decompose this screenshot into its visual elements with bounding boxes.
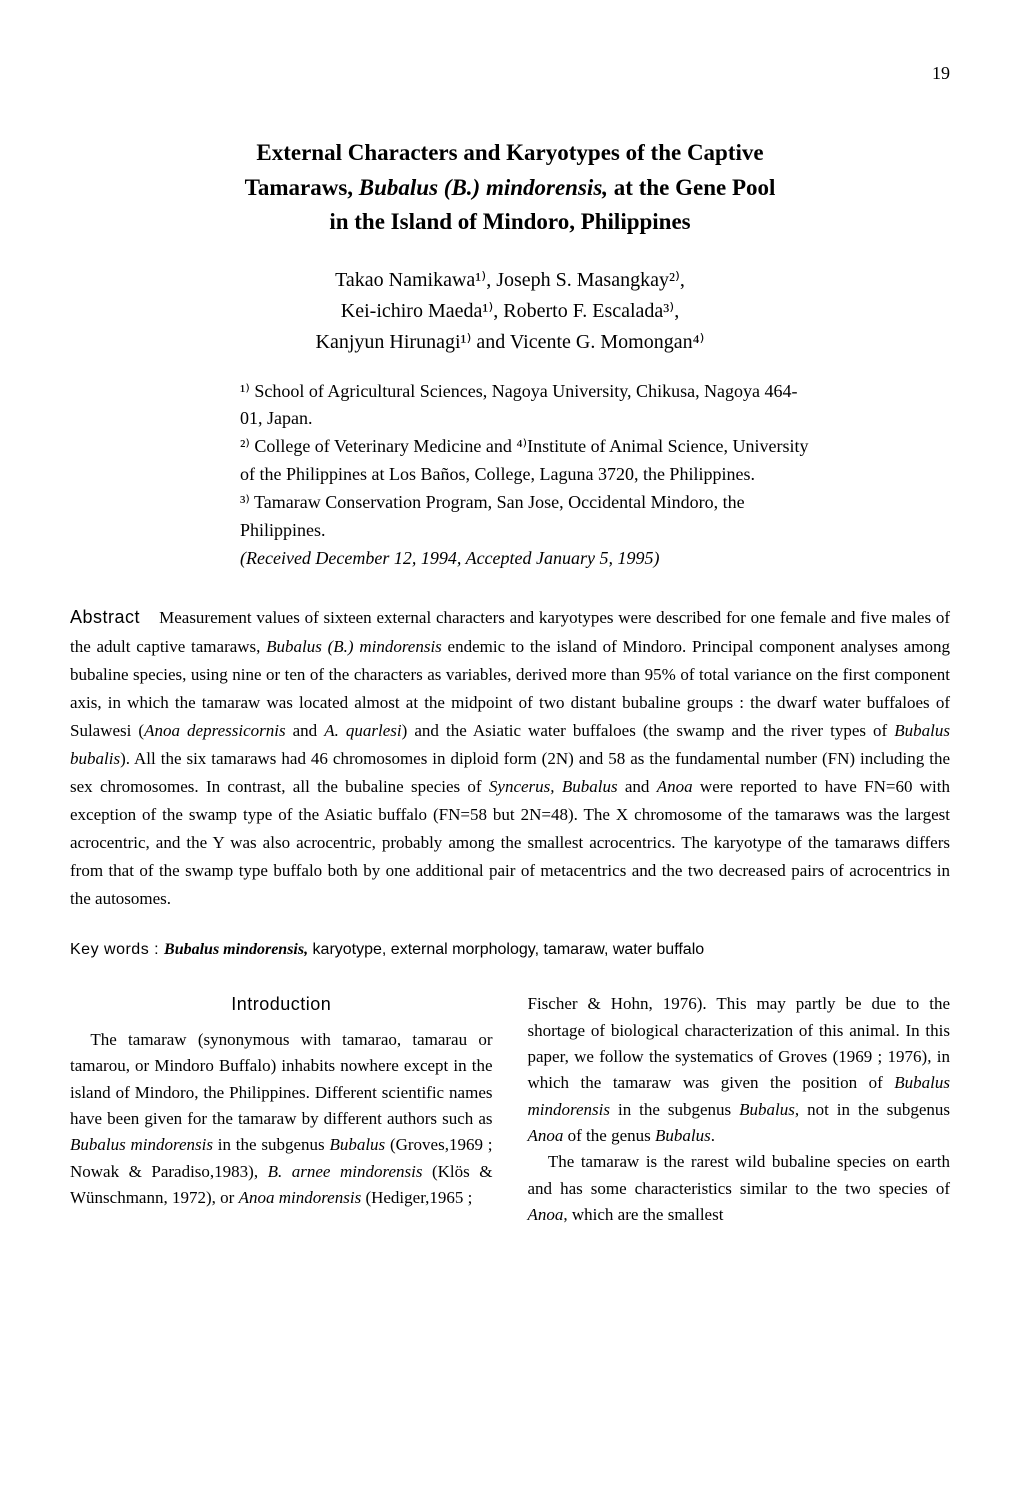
authors-block: Takao Namikawa¹⁾, Joseph S. Masangkay²⁾,…: [170, 265, 850, 358]
title-line2-post: at the Gene Pool: [608, 175, 775, 200]
cl-t2: in the subgenus: [213, 1135, 329, 1154]
received-date: (Received December 12, 1994, Accepted Ja…: [240, 545, 820, 573]
title-line1: External Characters and Karyotypes of th…: [256, 140, 763, 165]
keywords-block: Key words : Bubalus mindorensis, karyoty…: [70, 938, 950, 961]
cr-p1-i3: Anoa: [528, 1126, 564, 1145]
body-columns: Introduction The tamaraw (synonymous wit…: [70, 991, 950, 1228]
introduction-heading: Introduction: [70, 991, 493, 1019]
authors-line2: Kei-ichiro Maeda¹⁾, Roberto F. Escalada³…: [341, 300, 679, 322]
abstract-t7: were reported to have FN=60 with excepti…: [70, 777, 950, 908]
cr-p2-i1: Anoa: [528, 1205, 564, 1224]
cr-p1-t4: of the genus: [563, 1126, 655, 1145]
left-column: Introduction The tamaraw (synonymous wit…: [70, 991, 493, 1228]
cr-p1-i4: Bubalus: [655, 1126, 711, 1145]
title-line2-italic: Bubalus (B.) mindorensis,: [359, 175, 608, 200]
cl-i4: Anoa mindorensis: [239, 1188, 362, 1207]
title-line2-pre: Tamaraws,: [245, 175, 359, 200]
abstract-i1: Bubalus (B.) mindorensis: [266, 637, 442, 656]
intro-paragraph-1: The tamaraw (synonymous with tamarao, ta…: [70, 1027, 493, 1211]
affiliation-2: ²⁾ College of Veterinary Medicine and ⁴⁾…: [240, 433, 820, 489]
intro-paragraph-1-cont: Fischer & Hohn, 1976). This may partly b…: [528, 991, 951, 1149]
cr-p1-i2: Bubalus: [739, 1100, 795, 1119]
cl-t5: (Hediger,1965 ;: [361, 1188, 472, 1207]
cr-p2-t2: , which are the smallest: [563, 1205, 723, 1224]
abstract-block: Abstract Measurement values of sixteen e…: [70, 603, 950, 913]
affiliation-3: ³⁾ Tamaraw Conservation Program, San Jos…: [240, 489, 820, 545]
authors-line3: Kanjyun Hirunagi¹⁾ and Vicente G. Momong…: [316, 331, 705, 353]
cl-i1: Bubalus mindorensis: [70, 1135, 213, 1154]
keywords-rest: karyotype, external morphology, tamaraw,…: [308, 941, 704, 958]
abstract-i5: Syncerus, Bubalus: [489, 777, 618, 796]
cl-t1: The tamaraw (synonymous with tamarao, ta…: [70, 1030, 493, 1128]
page-number: 19: [70, 60, 950, 86]
abstract-t4: ) and the Asiatic water buffaloes (the s…: [402, 721, 895, 740]
right-column: Fischer & Hohn, 1976). This may partly b…: [528, 991, 951, 1228]
abstract-t6: and: [618, 777, 657, 796]
cr-p1-t2: in the subgenus: [610, 1100, 739, 1119]
affiliations-block: ¹⁾ School of Agricultural Sciences, Nago…: [240, 378, 820, 573]
cr-p1-t3: , not in the subgenus: [795, 1100, 950, 1119]
abstract-label: Abstract: [70, 607, 140, 627]
cl-i2: Bubalus: [329, 1135, 385, 1154]
abstract-i3: A. quarlesi: [324, 721, 401, 740]
intro-paragraph-2: The tamaraw is the rarest wild bubaline …: [528, 1149, 951, 1228]
cr-p2-t1: The tamaraw is the rarest wild bubaline …: [528, 1152, 951, 1197]
cr-p1-t1: Fischer & Hohn, 1976). This may partly b…: [528, 994, 951, 1092]
authors-line1: Takao Namikawa¹⁾, Joseph S. Masangkay²⁾,: [335, 269, 685, 291]
keywords-italic: Bubalus mindorensis,: [164, 941, 308, 958]
cl-i3: B. arnee mindorensis: [268, 1162, 423, 1181]
title-line3: in the Island of Mindoro, Philippines: [329, 209, 690, 234]
abstract-t3: and: [286, 721, 325, 740]
abstract-i6: Anoa: [657, 777, 693, 796]
affiliation-1: ¹⁾ School of Agricultural Sciences, Nago…: [240, 378, 820, 434]
abstract-i2: Anoa depressicornis: [144, 721, 285, 740]
paper-title: External Characters and Karyotypes of th…: [120, 136, 900, 240]
keywords-label: Key words :: [70, 941, 164, 958]
cr-p1-t5: .: [711, 1126, 715, 1145]
